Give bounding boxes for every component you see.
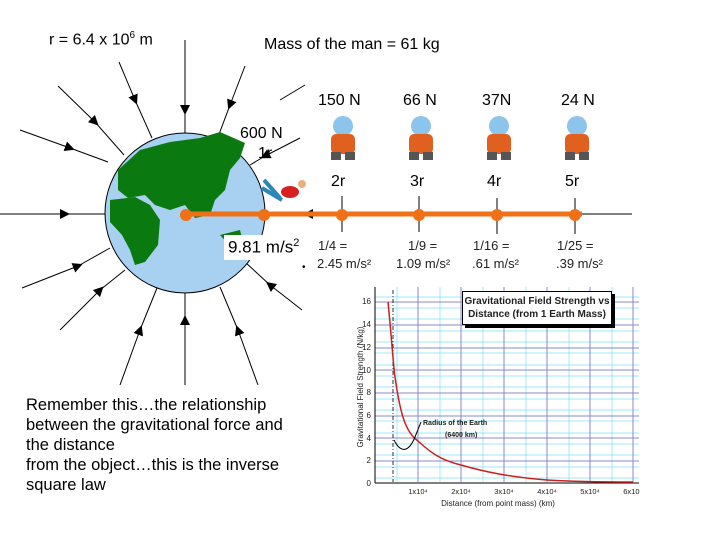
accel-2r: 2.45 m/s² bbox=[317, 256, 372, 271]
field-curve bbox=[387, 301, 634, 483]
svg-text:5x10⁴: 5x10⁴ bbox=[580, 487, 600, 496]
note-line: square law bbox=[26, 476, 106, 494]
svg-text:Gravitational Field Strength (: Gravitational Field Strength (N/kg) bbox=[356, 326, 365, 447]
astronaut-icon bbox=[565, 116, 589, 160]
force-3r: 66 N bbox=[403, 92, 437, 109]
svg-text:(6400 km): (6400 km) bbox=[445, 432, 477, 439]
accel-exponent: 2 bbox=[293, 237, 300, 249]
svg-text:2x10⁴: 2x10⁴ bbox=[451, 487, 471, 496]
svg-text:16: 16 bbox=[362, 297, 371, 306]
earth-radius-label: r = 6.4 x 106 m bbox=[49, 30, 153, 49]
svg-text:12: 12 bbox=[362, 343, 371, 352]
svg-text:2: 2 bbox=[367, 456, 372, 465]
note-line: between the gravitational force and bbox=[26, 416, 283, 434]
ratio-5r: 1/25 = bbox=[557, 238, 594, 253]
note-text: Remember this…the relationship between t… bbox=[26, 395, 326, 495]
force-2r: 150 N bbox=[318, 92, 361, 109]
radius-unit: m bbox=[135, 31, 153, 49]
svg-text:4: 4 bbox=[367, 434, 372, 443]
ratio-4r: 1/16 = bbox=[473, 238, 510, 253]
astronaut-icon bbox=[409, 116, 433, 160]
svg-text:Radius of the Earth: Radius of the Earth bbox=[423, 420, 487, 427]
mass-label: Mass of the man = 61 kg bbox=[264, 36, 440, 53]
accel-4r: .61 m/s² bbox=[472, 256, 519, 271]
distance-2r: 2r bbox=[331, 173, 346, 190]
man-icon bbox=[260, 178, 306, 202]
ratio-2r: 1/4 = bbox=[318, 238, 348, 253]
radius-exponent: 6 bbox=[129, 30, 136, 41]
surface-distance: 1r bbox=[258, 145, 273, 162]
astronaut-icon bbox=[331, 116, 355, 160]
field-lines bbox=[0, 40, 330, 386]
force-5r: 24 N bbox=[561, 92, 595, 109]
accel-5r: .39 m/s² bbox=[556, 256, 603, 271]
svg-text:Distance (from point mass) (km: Distance (from point mass) (km) bbox=[441, 499, 555, 508]
distance-3r: 3r bbox=[410, 173, 425, 190]
svg-text:6: 6 bbox=[367, 411, 372, 420]
svg-text:1x10⁴: 1x10⁴ bbox=[408, 487, 428, 496]
ratio-3r: 1/9 = bbox=[408, 238, 438, 253]
svg-text:0: 0 bbox=[367, 479, 372, 488]
svg-text:6x10⁴: 6x10⁴ bbox=[623, 487, 640, 496]
svg-text:14: 14 bbox=[362, 320, 371, 329]
chart-title: Gravitational Field Strength vs Distance… bbox=[462, 291, 612, 325]
surface-force: 600 N bbox=[240, 125, 283, 142]
accel-value: 9.81 m/s bbox=[228, 237, 294, 257]
accel-3r: 1.09 m/s² bbox=[396, 256, 451, 271]
eurasia bbox=[118, 132, 245, 218]
svg-text:4x10⁴: 4x10⁴ bbox=[537, 487, 557, 496]
africa bbox=[110, 197, 160, 265]
svg-text:10: 10 bbox=[362, 366, 371, 375]
astronaut-icon bbox=[487, 116, 511, 160]
distance-markers bbox=[180, 209, 581, 221]
note-line: from the object…this is the inverse bbox=[26, 456, 280, 474]
svg-text:8: 8 bbox=[367, 388, 372, 397]
distance-5r: 5r bbox=[565, 173, 580, 190]
note-line: Remember this…the relationship bbox=[26, 396, 267, 414]
svg-text:3x10⁴: 3x10⁴ bbox=[494, 487, 514, 496]
bullet-dot: • bbox=[302, 262, 306, 273]
radius-base: r = 6.4 x 10 bbox=[49, 31, 130, 49]
distance-4r: 4r bbox=[487, 173, 502, 190]
force-4r: 37N bbox=[482, 92, 512, 109]
note-line: the distance bbox=[26, 436, 115, 454]
surface-acceleration: 9.81 m/s2 bbox=[224, 235, 304, 260]
